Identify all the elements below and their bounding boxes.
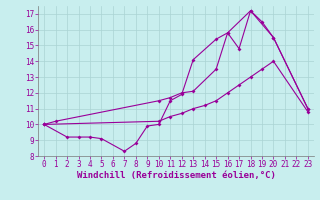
X-axis label: Windchill (Refroidissement éolien,°C): Windchill (Refroidissement éolien,°C) bbox=[76, 171, 276, 180]
